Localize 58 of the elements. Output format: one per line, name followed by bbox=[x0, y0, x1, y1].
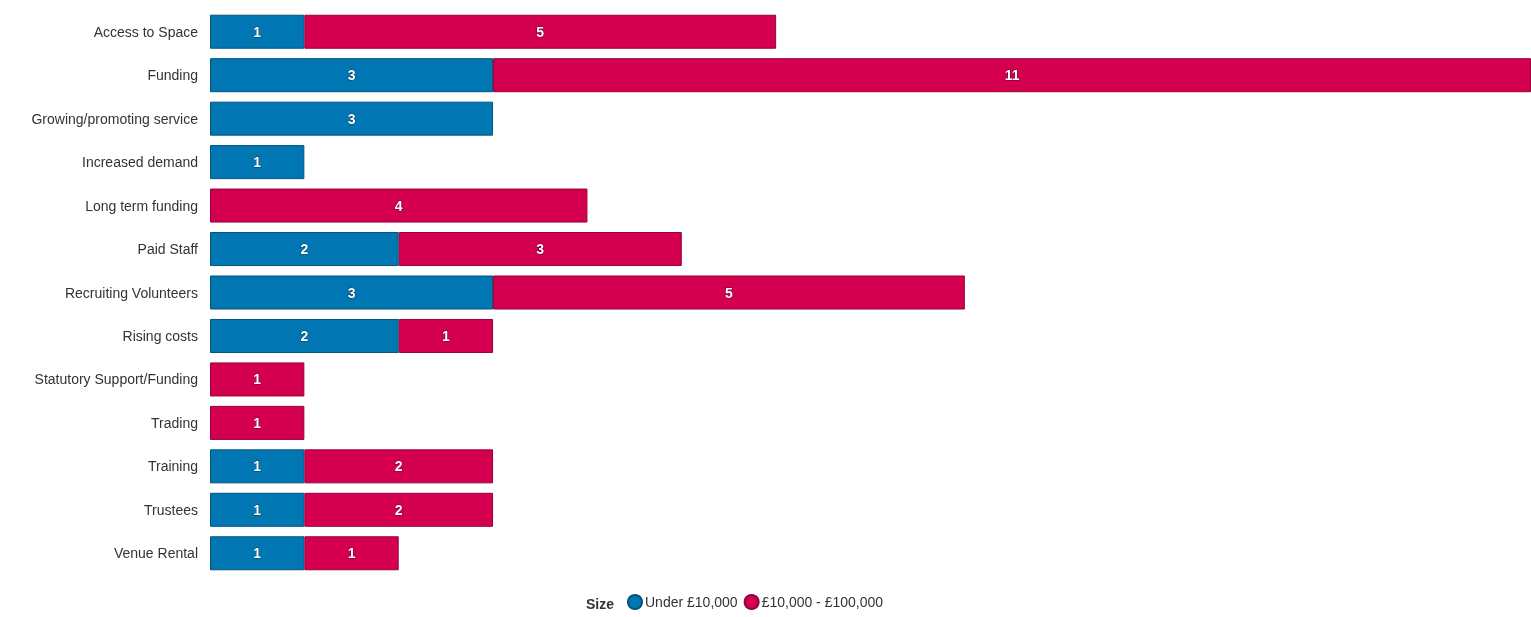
bar bbox=[493, 58, 1531, 93]
data-label: 5 bbox=[536, 23, 545, 40]
y-tick-label: Trading bbox=[151, 414, 198, 431]
data-label: 1 bbox=[347, 545, 356, 562]
data-label: 11 bbox=[1004, 67, 1020, 84]
y-tick-label: Access to Space bbox=[93, 23, 199, 40]
data-label: 1 bbox=[253, 154, 262, 171]
data-label: 2 bbox=[394, 501, 403, 518]
y-tick-label: Rising costs bbox=[122, 327, 198, 344]
data-label: 3 bbox=[347, 284, 356, 301]
data-label: 3 bbox=[347, 67, 356, 84]
data-label: 1 bbox=[253, 458, 262, 475]
bar bbox=[210, 188, 588, 223]
bar bbox=[210, 58, 494, 93]
bar bbox=[304, 492, 494, 527]
y-tick-label: Training bbox=[147, 458, 198, 475]
data-label: 1 bbox=[253, 23, 262, 40]
data-label: 1 bbox=[253, 414, 262, 431]
y-tick-label: Long term funding bbox=[85, 197, 198, 214]
bar bbox=[210, 318, 399, 353]
legend-label: £10,000 - £100,000 bbox=[761, 594, 884, 610]
data-label: 2 bbox=[300, 241, 309, 258]
bar bbox=[210, 145, 305, 180]
bar bbox=[304, 536, 399, 571]
bar bbox=[398, 318, 494, 353]
data-label: 5 bbox=[725, 284, 734, 301]
y-tick-label: Recruiting Volunteers bbox=[64, 284, 198, 301]
bar bbox=[304, 14, 777, 49]
y-tick-label: Paid Staff bbox=[137, 241, 199, 258]
bar bbox=[210, 275, 494, 310]
legend-title: Size bbox=[585, 596, 615, 612]
bar bbox=[210, 232, 399, 267]
bar bbox=[210, 492, 305, 527]
bar bbox=[210, 14, 305, 49]
y-tick-label: Trustees bbox=[144, 501, 198, 518]
y-tick-label: Funding bbox=[147, 67, 198, 84]
legend-label: Under £10,000 bbox=[645, 594, 738, 610]
data-label: 2 bbox=[394, 458, 403, 475]
data-label: 3 bbox=[536, 241, 545, 258]
data-label: 1 bbox=[253, 545, 262, 562]
bar bbox=[210, 449, 305, 484]
data-label: 1 bbox=[441, 327, 450, 344]
y-tick-label: Statutory Support/Funding bbox=[34, 371, 198, 388]
data-label: 4 bbox=[394, 197, 403, 214]
y-tick-label: Increased demand bbox=[82, 154, 198, 171]
bar bbox=[210, 405, 305, 440]
y-tick-label: Venue Rental bbox=[113, 545, 198, 562]
data-label: 1 bbox=[253, 371, 262, 388]
bar bbox=[210, 362, 305, 397]
bar bbox=[210, 536, 305, 571]
data-label: 3 bbox=[347, 110, 356, 127]
y-tick-label: Growing/promoting service bbox=[31, 110, 199, 127]
bar bbox=[493, 275, 965, 310]
bar bbox=[210, 101, 494, 136]
bar bbox=[304, 449, 494, 484]
bar bbox=[398, 232, 682, 267]
data-label: 2 bbox=[300, 327, 309, 344]
data-label: 1 bbox=[253, 501, 262, 518]
